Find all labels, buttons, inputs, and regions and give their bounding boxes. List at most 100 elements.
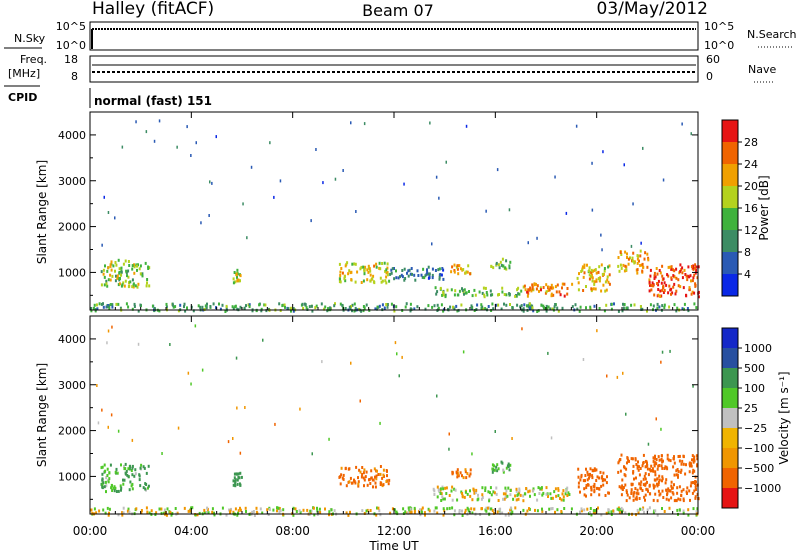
velocity-echo-cell xyxy=(656,513,659,517)
velocity-echo-cell xyxy=(518,489,521,493)
velocity-echo-cell xyxy=(691,491,694,495)
velocity-echo-cell xyxy=(641,489,644,492)
power-echo-cell xyxy=(672,274,675,278)
power-echo-cell xyxy=(381,279,384,283)
velocity-echo-cell xyxy=(605,511,608,515)
power-echo-cell xyxy=(508,292,511,296)
power-echo-cell xyxy=(414,278,417,282)
power-echo-cell xyxy=(388,279,391,283)
velocity-echo-cell xyxy=(631,482,634,486)
power-echo-cell xyxy=(679,263,682,267)
velocity-echo-cell xyxy=(379,513,382,517)
velocity-echo-cell xyxy=(473,507,476,511)
x-tick-label: 16:00 xyxy=(478,524,513,538)
velocity-echo-cell xyxy=(541,507,543,511)
velocity-echo-cell xyxy=(673,483,675,487)
velocity-echo-cell xyxy=(657,455,660,459)
power-echo-cell xyxy=(320,302,323,306)
power-echo-cell xyxy=(340,267,343,270)
power-echo-cell xyxy=(692,264,695,268)
velocity-echo-cell xyxy=(472,487,475,491)
power-echo-cell xyxy=(501,290,504,294)
velocity-echo-cell xyxy=(347,467,350,471)
date-title: 03/May/2012 xyxy=(597,0,709,19)
velocity-echo-cell xyxy=(680,462,683,466)
velocity-echo-cell xyxy=(596,486,598,490)
velocity-echo-cell xyxy=(551,507,554,510)
velocity-echo-cell xyxy=(396,352,398,356)
power-echo-cell xyxy=(673,269,676,273)
velocity-echo-cell xyxy=(595,479,598,482)
power-echo-cell xyxy=(531,287,534,291)
power-echo-cell xyxy=(239,305,242,309)
velocity-echo-cell xyxy=(276,506,278,510)
power-echo-cell xyxy=(680,268,683,272)
velocity-echo-cell xyxy=(130,469,133,472)
power-echo-cell xyxy=(103,195,105,199)
velocity-echo-cell xyxy=(635,497,638,501)
velocity-echo-cell xyxy=(268,508,271,511)
velocity-echo-cell xyxy=(365,470,368,474)
power-echo-cell xyxy=(508,208,511,212)
velocity-echo-cell xyxy=(355,465,358,469)
velocity-echo-cell xyxy=(689,498,691,502)
power-echo-cell xyxy=(674,292,677,296)
velocity-echo-cell xyxy=(361,509,364,513)
power-echo-cell xyxy=(342,169,344,172)
velocity-echo-cell xyxy=(509,489,512,492)
velocity-echo-cell xyxy=(593,467,596,471)
velocity-echo-cell xyxy=(627,458,630,462)
power-echo-cell xyxy=(103,275,106,279)
power-echo-cell xyxy=(497,303,500,307)
power-echo-cell xyxy=(366,278,369,282)
power-echo-cell xyxy=(195,141,197,145)
velocity-echo-cell xyxy=(694,486,697,490)
velocity-echo-cell xyxy=(593,509,596,513)
velocity-echo-cell xyxy=(678,459,681,463)
velocity-echo-cell xyxy=(464,470,467,474)
power-echo-cell xyxy=(407,274,410,278)
power-echo-cell xyxy=(351,303,354,307)
velocity-echo-cell xyxy=(556,508,559,512)
power-echo-cell xyxy=(247,303,250,307)
power-echo-cell xyxy=(601,248,603,252)
velocity-echo-cell xyxy=(398,374,400,378)
power-echo-cell xyxy=(608,273,611,277)
velocity-echo-cell xyxy=(108,507,111,511)
velocity-echo-cell xyxy=(342,473,345,477)
power-echo-cell xyxy=(540,303,543,307)
velocity-echo-cell xyxy=(577,485,580,489)
power-echo-cell xyxy=(236,307,239,311)
power-echo-cell xyxy=(502,264,505,268)
velocity-echo-cell xyxy=(504,513,507,517)
velocity-echo-cell xyxy=(557,488,560,492)
power-echo-cell xyxy=(381,262,384,265)
velocity-echo-cell xyxy=(385,480,388,483)
power-echo-cell xyxy=(197,304,200,308)
nave-tick-bottom: 0 xyxy=(706,70,713,83)
power-echo-cell xyxy=(594,268,597,272)
power-echo-cell xyxy=(183,305,185,309)
velocity-echo-cell xyxy=(253,514,256,517)
power-echo-cell xyxy=(385,268,388,272)
power-colorbar-cell xyxy=(722,252,738,274)
velocity-echo-cell xyxy=(440,492,443,496)
power-echo-cell xyxy=(694,284,697,288)
velocity-echo-cell xyxy=(631,457,634,461)
velocity-echo-cell xyxy=(134,472,137,476)
power-echo-cell xyxy=(439,273,442,276)
power-echo-cell xyxy=(652,304,655,308)
power-echo-cell xyxy=(109,263,112,267)
power-echo-cell xyxy=(693,266,696,270)
power-echo-cell xyxy=(547,305,550,309)
power-echo-cell xyxy=(442,290,445,294)
velocity-echo-cell xyxy=(685,490,688,494)
velocity-echo-cell xyxy=(117,489,120,493)
velocity-echo-cell xyxy=(105,484,108,488)
velocity-echo-cell xyxy=(276,509,278,513)
power-echo-cell xyxy=(673,282,676,286)
power-echo-cell xyxy=(133,265,136,269)
velocity-echo-cell xyxy=(187,509,190,513)
velocity-echo-cell xyxy=(618,485,621,489)
power-echo-cell xyxy=(273,195,275,199)
